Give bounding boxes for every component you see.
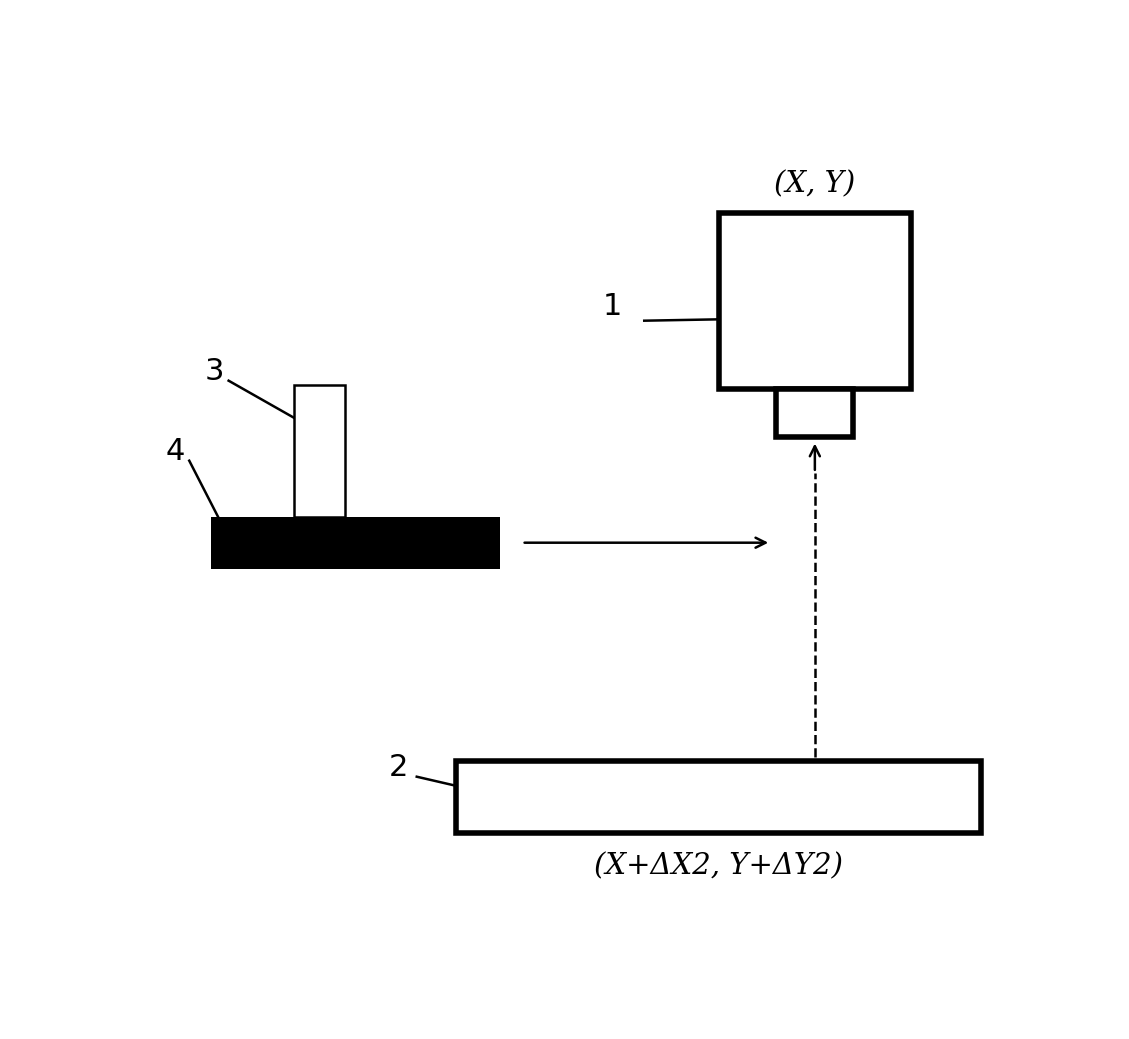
Bar (456, 761, 981, 832)
Bar (211, 516, 500, 568)
Text: 4: 4 (166, 436, 185, 465)
Text: 3: 3 (204, 356, 225, 385)
Text: 1: 1 (603, 292, 622, 321)
Text: (X+ΔX2, Y+ΔY2): (X+ΔX2, Y+ΔY2) (594, 853, 843, 881)
Text: (X, Y): (X, Y) (774, 170, 856, 198)
Bar (777, 389, 854, 436)
Bar (719, 213, 911, 389)
Bar (295, 384, 345, 516)
Text: 2: 2 (388, 752, 408, 781)
